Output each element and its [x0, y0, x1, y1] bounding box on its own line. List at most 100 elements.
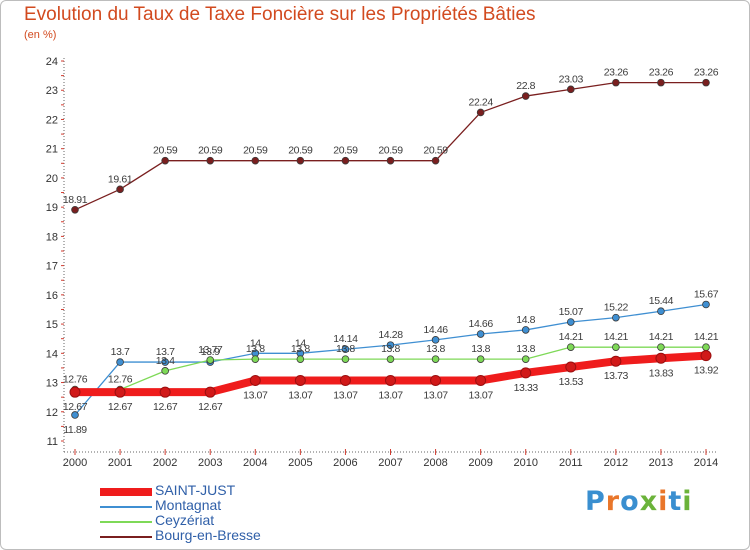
- axes: 11 12 13 14 15 16 17 18 19 20 21 22 23 24 2000 2001 2002…: [46, 56, 718, 469]
- data-label: 15.07: [559, 306, 584, 318]
- data-point: [161, 358, 169, 366]
- data-point: [475, 374, 487, 386]
- data-label: 14.21: [694, 331, 719, 343]
- data-label: 14.21: [649, 331, 674, 343]
- legend-label: Ceyzériat: [155, 512, 215, 528]
- x-tick-label: 2012: [604, 457, 628, 469]
- data-point: [521, 92, 530, 100]
- data-label: 14.8: [516, 314, 535, 326]
- logo-letter: P: [585, 486, 606, 517]
- x-tick-label: 2001: [108, 457, 132, 469]
- data-point: [71, 205, 79, 214]
- chart-title: Evolution du Taux de Taxe Foncière sur l…: [24, 4, 536, 25]
- data-point: [566, 85, 575, 94]
- data-label: 13.9: [201, 346, 220, 358]
- legend-swatch: [100, 536, 152, 538]
- data-label: 14.21: [604, 331, 629, 343]
- data-point: [385, 374, 396, 386]
- x-tick-label: 2006: [333, 457, 357, 469]
- data-point: [114, 386, 126, 398]
- series-lines: [69, 78, 712, 419]
- data-label: 13.8: [426, 343, 445, 355]
- data-point: [521, 326, 530, 334]
- data-point: [341, 156, 350, 165]
- data-point: [700, 350, 712, 362]
- data-label: 13.07: [469, 389, 494, 401]
- data-label: 13.07: [378, 389, 403, 401]
- data-label: 12.76: [63, 374, 88, 386]
- data-label: 13.07: [333, 389, 358, 401]
- data-point: [431, 156, 440, 165]
- y-tick-label: 18: [46, 231, 58, 243]
- x-tick-label: 2005: [288, 457, 312, 469]
- x-tick-label: 2002: [153, 457, 177, 469]
- data-label: 13.77: [198, 344, 223, 356]
- x-tick-label: 2007: [378, 457, 402, 469]
- y-tick-label: 16: [46, 290, 58, 302]
- logo-letter: r: [605, 486, 621, 517]
- data-label: 20.59: [198, 145, 223, 157]
- data-label: 14.46: [423, 324, 448, 336]
- data-point: [566, 343, 575, 351]
- data-label: 15.22: [604, 302, 629, 314]
- data-point: [612, 343, 620, 351]
- logo-letter: o: [620, 486, 640, 517]
- data-point: [612, 313, 620, 322]
- data-label: 14: [295, 337, 306, 349]
- legend-swatch: [100, 521, 152, 523]
- data-label: 13.07: [423, 389, 448, 401]
- data-labels: 18.91 19.61 20.59 20.59 20.59 20.59 20.59 20.59…: [63, 67, 719, 436]
- data-label: 18.91: [63, 194, 88, 206]
- data-point: [565, 361, 577, 373]
- data-point: [702, 300, 710, 309]
- x-tick-label: 2011: [559, 457, 583, 469]
- data-label: 22.24: [469, 96, 494, 108]
- data-point: [69, 386, 81, 398]
- logo-letter: i: [682, 486, 693, 517]
- data-label: 13.8: [336, 343, 355, 355]
- data-point: [339, 374, 351, 386]
- data-label: 13.8: [291, 343, 310, 355]
- data-label: 14.14: [333, 333, 358, 345]
- y-tick-label: 13: [46, 378, 58, 390]
- data-label: 23.26: [604, 67, 629, 79]
- data-label: 13.73: [604, 370, 629, 382]
- data-point: [702, 78, 710, 87]
- data-point: [116, 185, 124, 194]
- data-point: [161, 367, 169, 375]
- data-label: 13.07: [288, 389, 313, 401]
- x-tick-label: 2008: [423, 457, 447, 469]
- x-tick-label: 2013: [649, 457, 673, 469]
- y-tick-label: 24: [46, 56, 58, 68]
- data-label: 12.67: [63, 401, 88, 413]
- data-label: 13.8: [381, 343, 400, 355]
- data-point: [657, 307, 665, 316]
- data-point: [431, 336, 440, 344]
- proxiti-logo: Proxiti: [585, 486, 693, 517]
- data-point: [657, 343, 665, 351]
- data-point: [296, 156, 305, 165]
- units-label: (en %): [24, 29, 57, 41]
- data-point: [476, 108, 485, 117]
- data-label: 20.59: [153, 145, 178, 157]
- data-label: 14.28: [378, 329, 403, 341]
- data-label: 20.59: [333, 145, 358, 157]
- y-tick-label: 23: [46, 85, 58, 97]
- data-point: [657, 78, 665, 87]
- data-label: 23.26: [649, 67, 674, 79]
- data-point: [476, 330, 485, 338]
- y-tick-label: 14: [46, 348, 58, 360]
- data-point: [161, 156, 169, 165]
- y-tick-label: 21: [46, 144, 58, 156]
- data-label: 20.59: [423, 145, 448, 157]
- x-tick-label: 2010: [513, 457, 537, 469]
- legend-label: Bourg-en-Bresse: [155, 527, 261, 543]
- data-point: [249, 374, 261, 386]
- data-label: 23.26: [694, 67, 719, 79]
- data-label: 13.7: [156, 346, 175, 358]
- x-tick-label: 2000: [63, 457, 87, 469]
- data-label: 11.89: [63, 424, 87, 436]
- data-label: 13.92: [694, 365, 719, 377]
- data-label: 13.07: [243, 389, 268, 401]
